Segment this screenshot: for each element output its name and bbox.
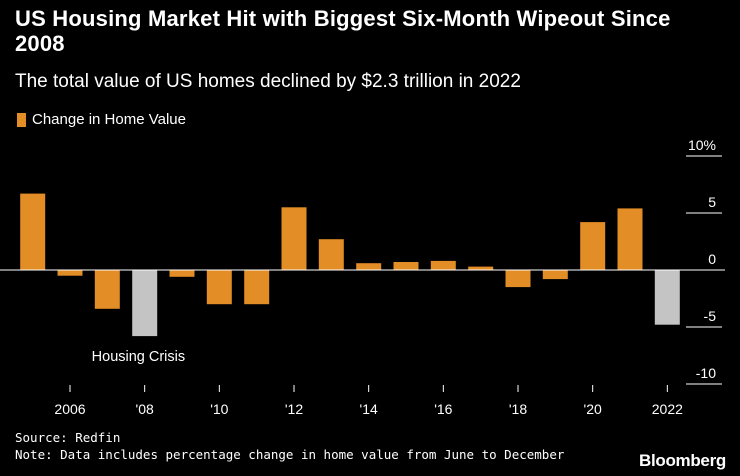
bar-2022 <box>654 270 680 325</box>
bar-2007 <box>94 270 120 309</box>
y-tick-label: -5 <box>704 308 717 324</box>
x-tick-label: '14 <box>360 401 378 417</box>
bar-2011 <box>244 270 270 305</box>
bloomberg-logo: Bloomberg <box>638 451 726 470</box>
legend-label: Change in Home Value <box>32 111 186 128</box>
x-tick-label: '08 <box>136 401 154 417</box>
footer-notes: Source: Redfin Note: Data includes perce… <box>15 429 564 463</box>
source-text: Source: Redfin <box>15 430 121 445</box>
bar-2012 <box>281 207 307 270</box>
legend-swatch <box>17 113 26 127</box>
x-tick-label: 2022 <box>652 401 683 417</box>
annotation-housing-crisis: Housing Crisis <box>92 349 185 365</box>
x-tick-label: '12 <box>285 401 303 417</box>
note-text: Note: Data includes percentage change in… <box>15 447 565 462</box>
bar-2019 <box>542 270 568 280</box>
bar-2017 <box>468 266 494 270</box>
chart-title: US Housing Market Hit with Biggest Six-M… <box>15 6 671 56</box>
chart-subtitle: The total value of US homes declined by … <box>15 71 521 92</box>
y-tick-label: 0 <box>708 251 716 267</box>
x-tick-label: '10 <box>210 401 228 417</box>
bar-2009 <box>169 270 195 277</box>
y-tick-label: 5 <box>708 194 716 210</box>
bar-2014 <box>356 263 382 270</box>
bar-2010 <box>206 270 232 305</box>
bar-2015 <box>393 262 419 270</box>
y-tick-label: -10 <box>696 365 716 381</box>
bar-2008 <box>132 270 158 337</box>
x-tick-label: 2006 <box>54 401 85 417</box>
bars <box>20 193 680 337</box>
bar-2018 <box>505 270 531 288</box>
x-tick-label: '18 <box>509 401 527 417</box>
bar-2016 <box>430 260 456 270</box>
y-tick-label: 10% <box>688 137 716 153</box>
x-tick-label: '20 <box>584 401 602 417</box>
bar-2013 <box>318 239 344 270</box>
x-tick-label: '16 <box>434 401 452 417</box>
legend: Change in Home Value <box>17 110 186 130</box>
bar-2005 <box>20 193 46 270</box>
bar-2006 <box>57 270 83 276</box>
bar-2020 <box>580 222 606 270</box>
x-axis: 2006 '08 '10 '12 '14 '16 '18 '20 2022 <box>0 384 686 417</box>
y-axis: 10% 5 0 -5 -10 <box>686 137 722 385</box>
bar-2021 <box>617 208 643 270</box>
